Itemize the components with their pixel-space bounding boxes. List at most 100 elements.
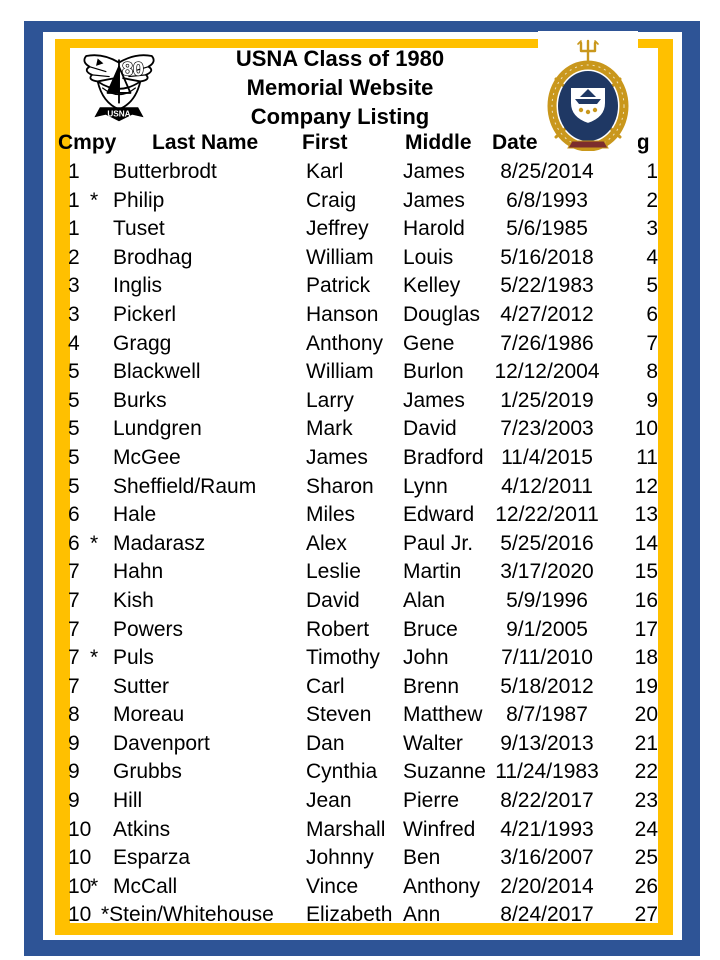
cell-last: Gragg bbox=[113, 331, 172, 355]
cell-first: Timothy bbox=[306, 646, 380, 670]
cell-last: Tuset bbox=[113, 217, 165, 241]
cell-num: 13 bbox=[634, 503, 658, 527]
cell-cmpy: 7 bbox=[68, 560, 80, 584]
cell-date: 9/1/2005 bbox=[506, 617, 588, 641]
column-header-first: First bbox=[302, 131, 348, 154]
cell-last: Sheffield/Raum bbox=[113, 474, 257, 498]
cell-middle: Martin bbox=[403, 560, 462, 584]
cell-cmpy: 10 bbox=[68, 846, 92, 870]
cell-middle: James bbox=[403, 160, 465, 183]
page-subtitle-1: Memorial Website bbox=[246, 75, 434, 100]
cell-num: 6 bbox=[646, 302, 658, 326]
cell-last: Esparza bbox=[113, 846, 191, 870]
cell-num: 14 bbox=[634, 531, 658, 555]
cell-cmpy: 7 bbox=[68, 617, 80, 641]
table-row: 7 Hahn Leslie Martin 3/17/2020 15 bbox=[0, 558, 720, 587]
cell-star: * bbox=[90, 188, 99, 212]
table-row: 5 Sheffield/Raum Sharon Lynn 4/12/2011 12 bbox=[0, 473, 720, 502]
cell-cmpy: 1 bbox=[68, 188, 80, 212]
cell-date: 4/27/2012 bbox=[500, 302, 594, 326]
cell-last: Sutter bbox=[113, 674, 170, 698]
cell-first: James bbox=[306, 445, 368, 469]
cell-first: Johnny bbox=[306, 846, 374, 870]
cell-num: 24 bbox=[634, 817, 658, 841]
cell-middle: David bbox=[403, 417, 457, 441]
cell-last: Puls bbox=[113, 646, 154, 670]
column-header-middle: Middle bbox=[405, 131, 472, 154]
cell-first: Dan bbox=[306, 731, 345, 755]
cell-middle: Louis bbox=[403, 245, 454, 269]
cell-num: 15 bbox=[634, 560, 658, 584]
cell-num: 20 bbox=[634, 703, 658, 727]
cell-first: Anthony bbox=[306, 331, 384, 355]
table-row: 9 Hill Jean Pierre 8/22/2017 23 bbox=[0, 787, 720, 816]
cell-last: Hill bbox=[113, 789, 143, 813]
cell-middle: Bradford bbox=[403, 445, 484, 469]
cell-first: Jean bbox=[306, 789, 352, 813]
cell-date: 7/26/1986 bbox=[500, 331, 594, 355]
cell-last: Lundgren bbox=[113, 417, 202, 441]
cell-last: *Stein/Whitehouse bbox=[101, 903, 274, 927]
page-title: USNA Class of 1980 bbox=[235, 46, 445, 71]
cell-cmpy: 3 bbox=[68, 302, 80, 326]
cell-num: 23 bbox=[634, 789, 658, 813]
column-header-cmpy: Cmpy bbox=[58, 131, 117, 154]
cell-date: 7/23/2003 bbox=[500, 417, 594, 441]
cell-middle: John bbox=[403, 646, 449, 670]
cell-num: 21 bbox=[634, 731, 658, 755]
cell-middle: Ann bbox=[403, 903, 441, 927]
cell-num: 17 bbox=[634, 617, 658, 641]
table-row: 6 * Madarasz Alex Paul Jr. 5/25/2016 14 bbox=[0, 530, 720, 559]
cell-last: McGee bbox=[113, 445, 181, 469]
cell-middle: Winfred bbox=[403, 817, 476, 841]
cell-last: Powers bbox=[113, 617, 184, 641]
cell-first: Karl bbox=[306, 160, 344, 183]
cell-date: 5/16/2018 bbox=[500, 245, 594, 269]
cell-date: 7/11/2010 bbox=[501, 646, 593, 670]
cell-first: Sharon bbox=[306, 474, 374, 498]
cell-first: Carl bbox=[306, 674, 345, 698]
cell-cmpy: 9 bbox=[68, 789, 80, 813]
table-row: 4 Gragg Anthony Gene 7/26/1986 7 bbox=[0, 330, 720, 359]
table-row: 9 Davenport Dan Walter 9/13/2013 21 bbox=[0, 730, 720, 759]
cell-date: 8/24/2017 bbox=[500, 903, 594, 927]
cell-date: 9/13/2013 bbox=[500, 731, 594, 755]
cell-first: David bbox=[306, 588, 360, 612]
cell-date: 5/25/2016 bbox=[500, 531, 594, 555]
cell-date: 4/12/2011 bbox=[501, 474, 593, 498]
table-row: 10 Atkins Marshall Winfred 4/21/1993 24 bbox=[0, 816, 720, 845]
cell-first: Vince bbox=[306, 874, 359, 898]
table-row: 7 Powers Robert Bruce 9/1/2005 17 bbox=[0, 616, 720, 645]
cell-first: Marshall bbox=[306, 817, 386, 841]
table-row: 1 Tuset Jeffrey Harold 5/6/1985 3 bbox=[0, 215, 720, 244]
cell-date: 3/16/2007 bbox=[500, 846, 594, 870]
cell-last: Burks bbox=[113, 388, 167, 412]
cell-num: 8 bbox=[646, 360, 658, 384]
table-row: 5 McGee James Bradford 11/4/2015 11 bbox=[0, 444, 720, 473]
cell-date: 3/17/2020 bbox=[500, 560, 594, 584]
cell-last: Moreau bbox=[113, 703, 185, 727]
cell-first: Robert bbox=[306, 617, 370, 641]
table-row: 10 * McCall Vince Anthony 2/20/2014 26 bbox=[0, 873, 720, 902]
table-row: 3 Inglis Patrick Kelley 5/22/1983 5 bbox=[0, 272, 720, 301]
cell-cmpy: 2 bbox=[68, 245, 80, 269]
table-row: 7 Kish David Alan 5/9/1996 16 bbox=[0, 587, 720, 616]
page-subtitle-2: Company Listing bbox=[250, 104, 430, 129]
cell-num: 25 bbox=[634, 846, 658, 870]
cell-num: 27 bbox=[634, 903, 658, 927]
cell-cmpy: 7 bbox=[68, 588, 80, 612]
cell-num: 3 bbox=[646, 217, 658, 241]
cell-last: Blackwell bbox=[113, 360, 201, 384]
cell-num: 5 bbox=[646, 274, 658, 298]
cell-last: Brodhag bbox=[113, 245, 193, 269]
cell-date: 5/9/1996 bbox=[506, 588, 588, 612]
cell-middle: Harold bbox=[403, 217, 465, 241]
cell-num: 18 bbox=[634, 646, 658, 670]
page-title-block: USNA Class of 1980 Memorial Website Comp… bbox=[150, 44, 530, 131]
cell-middle: Suzanne bbox=[403, 760, 486, 784]
svg-text:USNA: USNA bbox=[107, 110, 130, 119]
cell-last: Pickerl bbox=[113, 302, 177, 326]
cell-last: Davenport bbox=[113, 731, 210, 755]
cell-cmpy: 3 bbox=[68, 274, 80, 298]
cell-cmpy: 6 bbox=[68, 531, 80, 555]
